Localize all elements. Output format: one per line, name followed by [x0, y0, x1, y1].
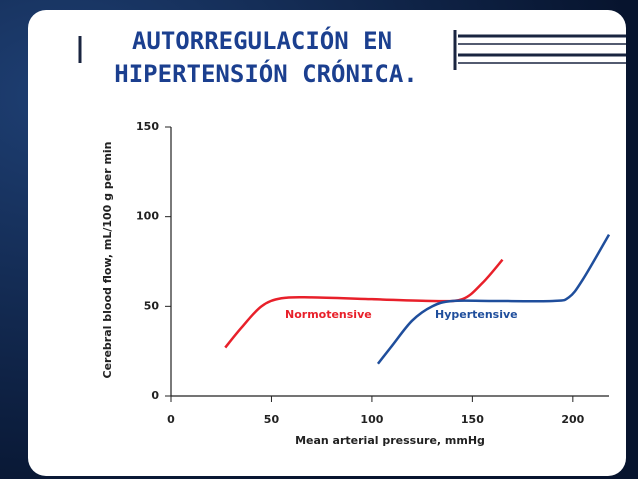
y-axis-label: Cerebral blood flow, mL/100 g per min: [101, 141, 114, 378]
x-tick-label: 150: [461, 413, 484, 426]
panel: [28, 10, 626, 476]
line: [224, 258, 504, 349]
x-tick-label: 100: [360, 413, 383, 426]
x-axis-label: Mean arterial pressure, mmHg: [295, 434, 485, 447]
series-label: Normotensive: [285, 308, 372, 321]
chart: Cerebral blood flow, mL/100 g per min Me…: [101, 120, 611, 447]
title-rules: [78, 30, 626, 70]
y-tick-label: 50: [144, 299, 160, 312]
y-tick-label: 150: [136, 120, 159, 133]
series-label: Hypertensive: [435, 308, 518, 321]
x-tick-label: 0: [167, 413, 175, 426]
y-tick-label: 100: [136, 210, 159, 223]
slide-title: HIPERTENSIÓN CRÓNICA.: [114, 58, 417, 88]
y-tick-label: 0: [151, 389, 159, 402]
line: [376, 233, 611, 365]
slide-title: AUTORREGULACIÓN EN: [132, 25, 392, 55]
x-tick-label: 50: [264, 413, 280, 426]
x-tick-label: 200: [561, 413, 584, 426]
